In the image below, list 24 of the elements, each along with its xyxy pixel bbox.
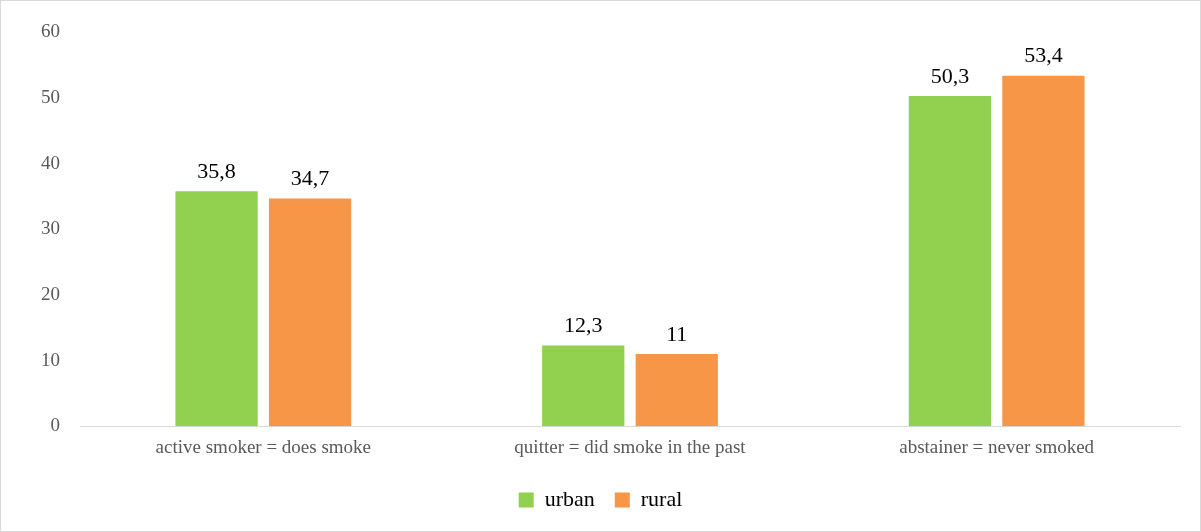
bar <box>635 354 718 427</box>
y-tick-label: 20 <box>41 282 60 304</box>
bar <box>268 198 352 427</box>
x-tick-label: active smoker = does smoke <box>155 435 372 457</box>
y-tick-label: 50 <box>41 86 60 108</box>
y-tick-label: 60 <box>41 20 60 42</box>
bar <box>1002 75 1085 427</box>
y-tick-label: 40 <box>41 151 60 173</box>
bar <box>908 96 992 427</box>
data-label: 35,8 <box>197 158 236 184</box>
bar <box>542 345 625 427</box>
data-label: 11 <box>666 320 688 346</box>
data-label: 34,7 <box>290 165 330 191</box>
bar <box>175 191 258 427</box>
data-label: 12,3 <box>564 312 603 338</box>
legend-label: rural <box>640 485 683 511</box>
x-tick-label: abstainer = never smoked <box>899 435 1095 457</box>
data-label: 53,4 <box>1024 42 1063 68</box>
legend-label: urban <box>544 485 595 511</box>
data-label: 50,3 <box>930 62 970 88</box>
x-tick-label: quitter = did smoke in the past <box>514 435 747 457</box>
y-tick-label: 0 <box>50 414 60 436</box>
y-tick-label: 10 <box>41 348 60 370</box>
y-tick-label: 30 <box>41 217 60 239</box>
